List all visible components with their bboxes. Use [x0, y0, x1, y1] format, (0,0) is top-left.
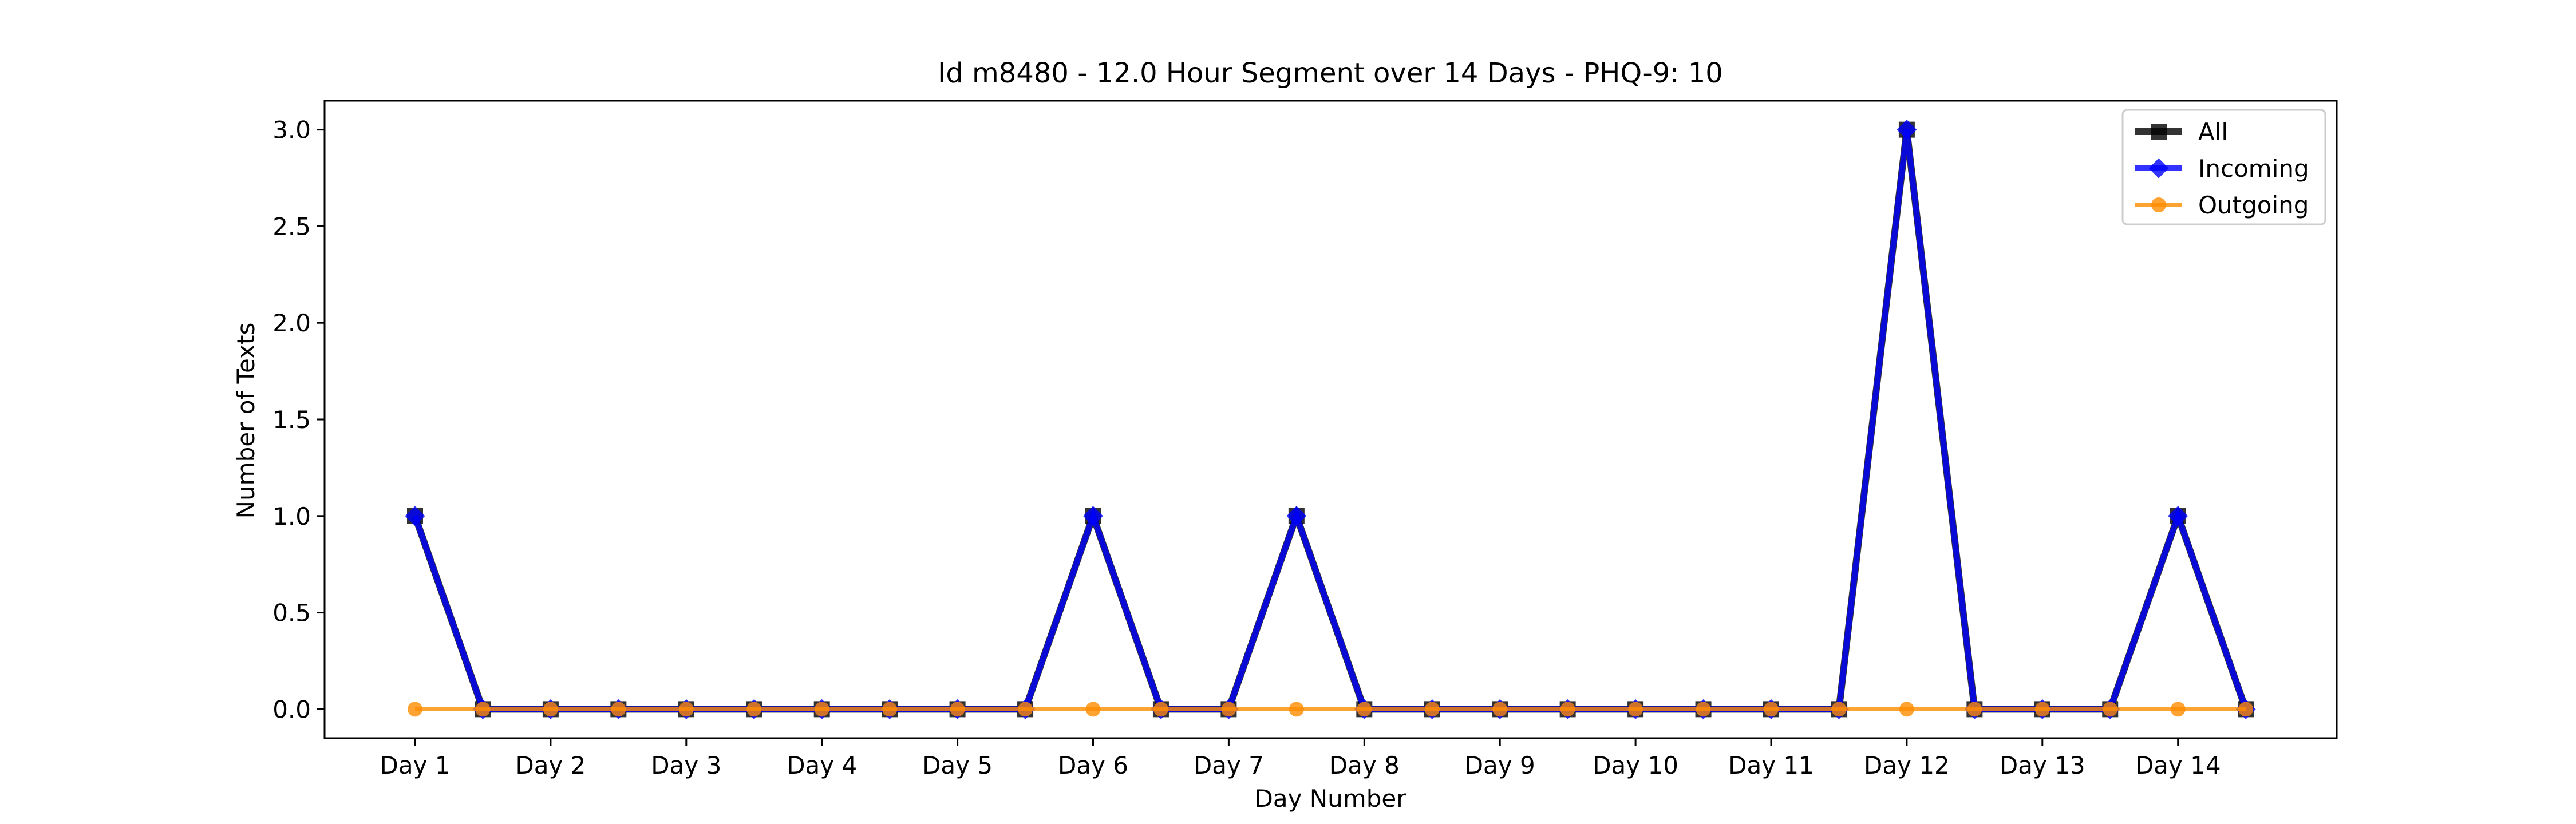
x-axis-label: Day Number [1254, 785, 1406, 813]
legend-marker-all [2151, 124, 2167, 140]
data-point-outgoing [2170, 702, 2186, 717]
data-point-incoming [1897, 120, 1917, 140]
data-point-outgoing [814, 702, 829, 717]
y-axis-label: Number of Texts [232, 323, 260, 519]
data-point-outgoing [950, 702, 965, 717]
x-tick-label: Day 5 [922, 751, 993, 779]
y-tick-label: 0.0 [272, 695, 311, 723]
data-point-outgoing [1357, 702, 1372, 717]
y-tick-label: 3.0 [272, 116, 311, 144]
data-point-outgoing [1424, 702, 1440, 717]
data-point-outgoing [1899, 702, 1914, 717]
x-tick-label: Day 8 [1329, 751, 1400, 779]
data-point-outgoing [1696, 702, 1711, 717]
x-tick-label: Day 12 [1864, 751, 1950, 779]
plot-area: 0.0 0.5 1.0 1.5 2.0 2.5 3.0 Day 1 Day 2 Day 3 Day … [272, 100, 2338, 779]
y-tick-label: 1.0 [272, 502, 311, 530]
y-tick-label: 2.5 [272, 212, 311, 240]
legend-marker-outgoing [2151, 197, 2166, 212]
data-point-outgoing [1153, 702, 1168, 717]
data-point-outgoing [1289, 702, 1304, 717]
data-point-incoming [1083, 506, 1103, 526]
data-point-outgoing [1085, 702, 1101, 717]
x-tick-label: Day 4 [787, 751, 857, 779]
chart-title: Id m8480 - 12.0 Hour Segment over 14 Day… [938, 57, 1723, 89]
legend-box [2121, 109, 2326, 225]
data-point-outgoing [1831, 702, 1847, 717]
legend-entry-incoming: Incoming [2135, 154, 2309, 183]
x-tick-label: Day 13 [2000, 751, 2085, 779]
data-point-outgoing [2034, 702, 2050, 717]
data-point-incoming [1286, 506, 1307, 526]
data-point-outgoing [1018, 702, 1033, 717]
data-point-outgoing [2103, 702, 2118, 717]
x-tick-label: Day 3 [651, 751, 721, 779]
x-tick-label: Day 11 [1728, 751, 1814, 779]
data-point-outgoing [2238, 702, 2254, 717]
data-point-outgoing [611, 702, 626, 717]
data-point-incoming [2168, 506, 2188, 526]
data-point-outgoing [408, 702, 422, 717]
data-point-outgoing [746, 702, 762, 717]
data-point-outgoing [475, 702, 491, 717]
data-point-outgoing [1764, 702, 1779, 717]
y-tick-label: 0.5 [272, 599, 311, 627]
legend-marker-incoming [2148, 158, 2169, 179]
data-point-outgoing [1560, 702, 1575, 717]
y-tick-label: 2.0 [272, 309, 311, 337]
legend-label-all: All [2198, 118, 2228, 146]
legend-entry-outgoing: Outgoing [2135, 191, 2309, 219]
x-tick-label: Day 1 [380, 751, 450, 779]
data-point-outgoing [882, 702, 898, 717]
x-tick-label: Day 7 [1194, 751, 1264, 779]
x-tick-label: Day 10 [1593, 751, 1678, 779]
data-point-incoming [405, 506, 425, 526]
x-tick-label: Day 9 [1465, 751, 1535, 779]
x-tick-label: Day 6 [1058, 751, 1128, 779]
data-point-outgoing [1492, 702, 1508, 717]
x-tick-label: Day 14 [2135, 751, 2221, 779]
data-point-outgoing [1628, 702, 1643, 717]
data-point-outgoing [678, 702, 694, 717]
data-point-outgoing [1967, 702, 1982, 717]
series-outgoing [408, 702, 2254, 717]
data-point-outgoing [543, 702, 558, 717]
legend-label-outgoing: Outgoing [2198, 191, 2309, 219]
y-tick-label: 1.5 [272, 406, 311, 434]
x-tick-label: Day 2 [515, 751, 586, 779]
legend-entry-all: All [2135, 118, 2228, 146]
data-point-outgoing [1221, 702, 1236, 717]
legend: All Incoming Outgoing [2121, 109, 2326, 225]
legend-label-incoming: Incoming [2198, 154, 2309, 183]
